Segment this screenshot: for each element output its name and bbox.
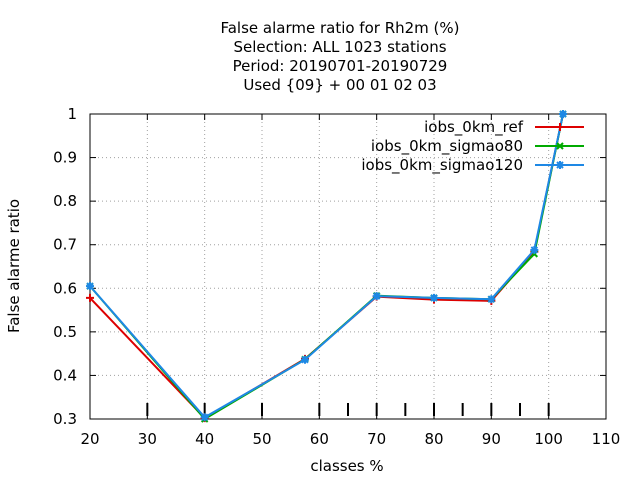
data-point <box>559 110 567 118</box>
y-tick-labels: 0.3 0.4 0.5 0.6 0.7 0.8 0.9 1 <box>53 105 77 428</box>
series-iobs_0km_sigmao120 <box>86 110 567 422</box>
series <box>86 110 567 423</box>
bottom-marks <box>146 403 550 416</box>
legend-label: iobs_0km_ref <box>424 118 524 137</box>
y-tick-label: 0.5 <box>53 323 77 341</box>
data-point <box>301 355 309 364</box>
y-tick-label: 0.7 <box>53 236 77 254</box>
y-tick-label: 0.3 <box>53 410 77 428</box>
x-tick-label: 40 <box>195 430 214 448</box>
x-tick-label: 100 <box>534 430 563 448</box>
series-line <box>89 113 564 419</box>
data-point <box>372 292 381 301</box>
title-line-3: Period: 20190701-20190729 <box>233 57 448 75</box>
x-tick-label: 90 <box>482 430 501 448</box>
data-point <box>86 282 94 291</box>
x-tick-label: 20 <box>80 430 99 448</box>
axis-ticks <box>89 113 607 420</box>
plot-frame <box>89 113 607 420</box>
x-tick-label: 70 <box>367 430 386 448</box>
data-point <box>200 413 209 422</box>
y-tick-label: 0.4 <box>53 366 77 384</box>
x-axis-label: classes % <box>310 457 383 475</box>
data-point <box>530 245 539 254</box>
x-tick-label: 50 <box>252 430 271 448</box>
y-axis-label: False alarme ratio <box>5 199 23 333</box>
y-tick-label: 1 <box>67 105 77 123</box>
legend-label: iobs_0km_sigmao120 <box>361 156 523 175</box>
legend-marker <box>556 142 564 150</box>
title-line-4: Used {09} + 00 01 02 03 <box>243 76 436 94</box>
x-tick-labels: 20 30 40 50 60 70 80 90 100 110 <box>80 430 620 448</box>
grid <box>90 114 606 419</box>
data-point <box>86 293 94 302</box>
x-tick-label: 60 <box>310 430 329 448</box>
data-point <box>430 293 438 302</box>
y-tick-label: 0.6 <box>53 279 77 297</box>
legend: iobs_0km_refiobs_0km_sigmao80iobs_0km_si… <box>361 118 584 175</box>
y-tick-label: 0.9 <box>53 149 77 167</box>
title-line-1: False alarme ratio for Rh2m (%) <box>220 19 459 37</box>
y-tick-label: 0.8 <box>53 192 77 210</box>
x-tick-label: 30 <box>138 430 157 448</box>
chart-title: False alarme ratio for Rh2m (%) Selectio… <box>220 19 459 94</box>
title-line-2: Selection: ALL 1023 stations <box>233 38 446 56</box>
legend-label: iobs_0km_sigmao80 <box>371 137 523 156</box>
x-tick-label: 80 <box>424 430 443 448</box>
x-tick-label: 110 <box>592 430 621 448</box>
data-point <box>487 295 496 304</box>
legend-marker <box>556 161 564 169</box>
legend-marker <box>556 123 564 131</box>
